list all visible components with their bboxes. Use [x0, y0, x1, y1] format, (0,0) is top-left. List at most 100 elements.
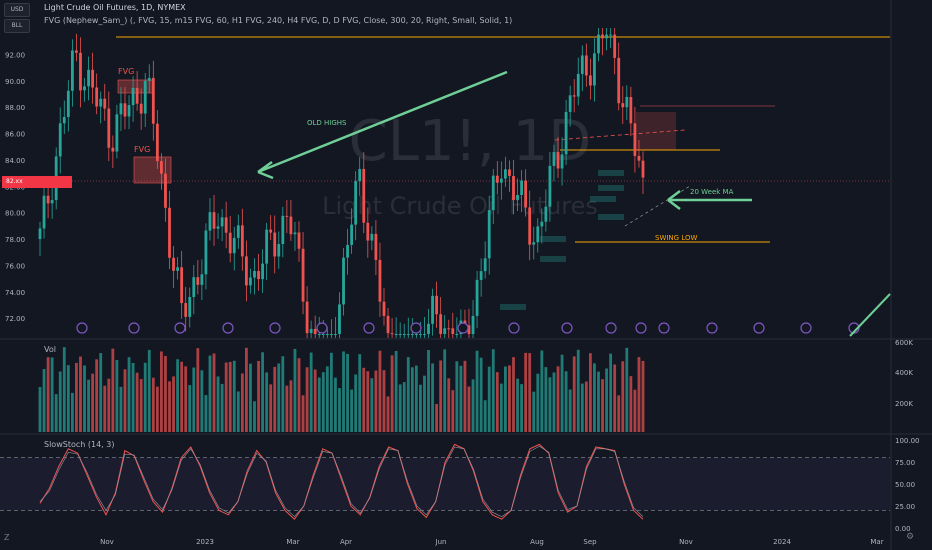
volume-bar — [289, 380, 293, 432]
volume-bar — [528, 353, 532, 432]
candle-body — [200, 274, 204, 285]
candle-body — [398, 334, 402, 336]
candle-body — [338, 304, 341, 335]
ma-line — [624, 185, 691, 227]
candle-body — [621, 103, 625, 108]
candle-body — [196, 277, 200, 285]
volume-bar — [459, 365, 463, 432]
volume-bar — [204, 395, 208, 432]
candle-body — [512, 175, 515, 201]
unit-button[interactable]: BLL — [4, 19, 30, 33]
candle-body — [216, 226, 220, 229]
candle-body — [180, 267, 184, 304]
volume-bar — [62, 347, 66, 432]
volume-bar — [451, 390, 455, 432]
volume-bar — [552, 372, 556, 432]
candle-body — [103, 98, 107, 109]
currency-button[interactable]: USD — [4, 3, 30, 17]
candle-body — [184, 303, 188, 317]
volume-bar — [70, 392, 74, 432]
candle-body — [249, 277, 252, 286]
last-price-badge: 82.xx — [2, 176, 72, 188]
volume-bar — [228, 361, 232, 432]
candle-body — [155, 123, 159, 162]
volume-bar — [362, 367, 366, 432]
candle-body — [325, 334, 329, 336]
candle-body — [435, 295, 439, 315]
volume-bar — [50, 357, 54, 432]
volume-label[interactable]: Vol — [44, 345, 56, 354]
candle-body — [285, 215, 289, 217]
candle-body — [115, 114, 119, 152]
volume-bar — [265, 372, 269, 432]
volume-bar — [548, 377, 552, 432]
candle-body — [42, 195, 46, 229]
x-tick-label: Mar — [286, 538, 299, 546]
volume-bar — [261, 352, 264, 432]
candle-body — [402, 334, 406, 336]
candle-body — [317, 334, 321, 336]
candle-body — [423, 334, 426, 336]
auto-scale-icon[interactable]: Z — [4, 533, 10, 542]
y-tick-label: 88.00 — [5, 104, 25, 112]
volume-bar — [447, 378, 451, 432]
x-tick-label: Aug — [530, 538, 544, 546]
candle-body — [240, 225, 244, 257]
candle-body — [443, 328, 447, 335]
candle-body — [334, 334, 337, 336]
volume-bar — [200, 370, 204, 432]
candle-body — [87, 69, 90, 87]
candle-body — [601, 34, 604, 39]
candle-body — [99, 98, 103, 107]
event-icon — [753, 322, 765, 334]
x-tick-label: Sep — [583, 538, 597, 546]
candle-body — [244, 256, 248, 286]
candle-body — [224, 217, 228, 233]
volume-bar — [127, 357, 131, 432]
candle-body — [277, 244, 281, 257]
volume-bar — [147, 349, 151, 432]
stoch-label[interactable]: SlowStoch (14, 3) — [44, 440, 115, 449]
candle-body — [475, 279, 479, 316]
volume-bar — [406, 357, 410, 432]
event-icon — [222, 322, 234, 334]
volume-bar — [188, 385, 192, 432]
candle-body — [38, 228, 42, 240]
vol-tick-label: 200K — [895, 400, 913, 408]
candle-body — [131, 87, 135, 106]
fvg-box-small — [500, 304, 526, 310]
candle-body — [261, 263, 264, 280]
volume-bar — [155, 386, 159, 432]
candle-body — [293, 232, 297, 235]
candle-body — [265, 229, 269, 264]
volume-bar — [297, 358, 301, 432]
candle-body — [281, 215, 285, 245]
arrow-head — [257, 160, 274, 180]
volume-bar — [139, 379, 143, 432]
fvg-box-small — [598, 185, 624, 191]
volume-bar — [253, 401, 256, 432]
volume-bar — [584, 381, 588, 432]
y-tick-label: 90.00 — [5, 78, 25, 86]
volume-bar — [463, 360, 467, 432]
candle-body — [111, 147, 115, 152]
event-icon — [635, 322, 647, 334]
candle-body — [366, 222, 370, 241]
volume-bar — [135, 372, 139, 432]
candle-body — [147, 77, 151, 81]
volume-bar — [176, 359, 179, 432]
indicator-legend[interactable]: FVG (Nephew_Sam_) (, FVG, 15, m15 FVG, 6… — [44, 16, 513, 25]
candle-body — [471, 315, 475, 335]
volume-bar — [439, 360, 443, 432]
candle-body — [192, 277, 196, 298]
candle-body — [309, 328, 313, 334]
volume-bar — [435, 404, 439, 432]
stoch-tick-label: 25.00 — [895, 503, 915, 511]
candle-body — [524, 180, 528, 208]
volume-bar — [495, 372, 499, 432]
volume-bar — [131, 362, 135, 432]
candle-body — [354, 181, 358, 225]
volume-bar — [293, 348, 297, 432]
volume-bar — [338, 388, 341, 432]
gear-icon[interactable]: ⚙ — [906, 532, 915, 542]
